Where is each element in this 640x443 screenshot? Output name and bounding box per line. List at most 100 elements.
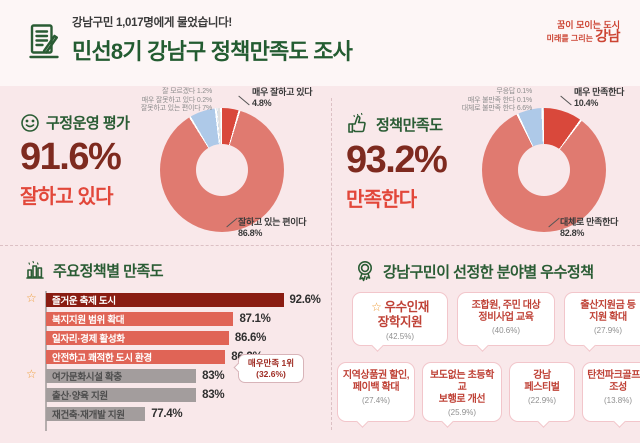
header-text: 강남구민 1,017명에게 물었습니다! 민선8기 강남구 정책만족도 조사 bbox=[72, 14, 353, 66]
policy-donut-chart bbox=[482, 108, 606, 232]
policy-bubble: 출산지원금 등 지원 확대 (27.9%) bbox=[564, 292, 640, 346]
policy-stat-block: 정책만족도 93.2% 만족한다 bbox=[346, 112, 448, 212]
bar-fill: 복지지원 범위 확대 bbox=[46, 311, 234, 326]
policy-title-row: 정책만족도 bbox=[346, 112, 446, 136]
gov-title: 구정운영 평가 bbox=[46, 115, 130, 132]
bar-fill: 재건축·재개발 지원 bbox=[46, 406, 146, 421]
star-icon bbox=[26, 292, 37, 304]
bubble-name: 강남 페스티벌 bbox=[524, 370, 560, 393]
top-satisfaction-callout: 매우만족 1위 (32.6%) bbox=[238, 354, 304, 383]
gov-donut-hole bbox=[196, 144, 248, 196]
bar-label: 즐거운 축제 도시 bbox=[52, 295, 116, 307]
gov-title-row: 구정운영 평가 bbox=[20, 112, 130, 133]
gov-top-slice-label: 매우 잘하고 있다 4.8% bbox=[252, 87, 313, 108]
gov-headline-value: 91.6% bbox=[20, 136, 122, 178]
bar-label: 출산·양육 지원 bbox=[52, 390, 108, 402]
bars-section-title: 주요정책별 만족도 bbox=[53, 262, 164, 280]
gov-minor-label: 잘못하고 있는 편이다 7% bbox=[140, 105, 212, 112]
logo-slogan-line1: 꿈이 모이는 도시 bbox=[557, 20, 620, 30]
policy-minor-label: 매우 불만족 한다 0.1% bbox=[467, 96, 532, 104]
best-section-title-row: 강남구민이 선정한 분야별 우수정책 bbox=[354, 259, 594, 283]
bar-row: 재건축·재개발 지원 77.4% bbox=[24, 404, 328, 423]
bar-row: 복지지원 범위 확대 87.1% bbox=[24, 309, 328, 328]
bar-value: 86.6% bbox=[234, 331, 267, 344]
bubble-name: 탄천파크골프장조성 bbox=[587, 370, 640, 393]
bar-row: 일자리·경제 활성화 86.6% bbox=[24, 328, 328, 347]
bubble-percent: (13.8%) bbox=[603, 396, 632, 405]
policy-bubble: 지역상품권 할인, 페이백 확대 (27.4%) bbox=[337, 362, 415, 422]
gov-bottom-slice-label: 잘하고 있는 편이다 86.8% bbox=[238, 217, 307, 238]
bubble-percent: (25.9%) bbox=[447, 408, 476, 417]
gov-stat-block: 구정운영 평가 91.6% 잘하고 있다 bbox=[20, 112, 130, 209]
bubble-percent: (27.4%) bbox=[361, 396, 390, 405]
logo-slogan-line2: 미래를 그리는 강남 bbox=[546, 28, 621, 44]
bar-row: 여가문화시설 확충 83% bbox=[24, 366, 328, 385]
bubble-row-2: 지역상품권 할인, 페이백 확대 (27.4%) 보도없는 초등학교 보행로 개선 … bbox=[337, 362, 640, 422]
policy-bottom-slice-label: 대체로 만족한다 82.8% bbox=[560, 217, 619, 238]
policy-bars-panel: 주요정책별 만족도 즐거운 축제 도시 92.6% 복지지원 범위 확대 87.… bbox=[0, 246, 332, 442]
thumbs-up-icon bbox=[348, 112, 366, 133]
bar-fill: 안전하고 쾌적한 도시 환경 bbox=[46, 349, 226, 364]
gov-evaluation-panel: 구정운영 평가 91.6% 잘하고 있다 잘 모르겠다 1.2% 매우 잘못하고… bbox=[0, 86, 332, 245]
policy-minor-label: 무응답 0.1% bbox=[496, 88, 532, 95]
bar-fill: 여가문화시설 확충 bbox=[46, 368, 197, 383]
policy-headline-value: 93.2% bbox=[346, 139, 448, 181]
bars-section-title-row: 주요정책별 만족도 bbox=[24, 259, 164, 281]
bubble-percent: (42.5%) bbox=[385, 332, 414, 341]
top-row: 구정운영 평가 91.6% 잘하고 있다 잘 모르겠다 1.2% 매우 잘못하고… bbox=[0, 86, 640, 246]
gov-donut-chart bbox=[160, 108, 284, 232]
bar-value: 92.6% bbox=[289, 293, 321, 306]
policy-minor-label: 대체로 불만족 한다 6.6% bbox=[461, 105, 533, 112]
smiley-icon bbox=[21, 113, 39, 132]
bar-chart: 즐거운 축제 도시 92.6% 복지지원 범위 확대 87.1% 일자리·경제 … bbox=[24, 290, 328, 431]
survey-subtitle: 강남구민 1,017명에게 물었습니다! bbox=[72, 17, 232, 29]
policy-satisfaction-panel: 정책만족도 93.2% 만족한다 무응답 0.1% 매우 불만족 한다 0.1%… bbox=[332, 86, 640, 245]
policy-minor-labels: 무응답 0.1% 매우 불만족 한다 0.1% 대체로 불만족 한다 6.6% bbox=[360, 88, 533, 114]
policy-bubble: 보도없는 초등학교 보행로 개선 (25.9%) bbox=[422, 362, 502, 422]
bubble-name: 출산지원금 등 지원 확대 bbox=[580, 300, 636, 323]
header: 강남구민 1,017명에게 물었습니다! 민선8기 강남구 정책만족도 조사 꿈… bbox=[0, 0, 640, 86]
gov-minor-label: 매우 잘못하고 있다 0.2% bbox=[141, 96, 213, 104]
medal-icon bbox=[358, 261, 372, 282]
gangnam-logo: 꿈이 모이는 도시 미래를 그리는 강남 bbox=[546, 20, 621, 44]
bar-row: 즐거운 축제 도시 92.6% bbox=[24, 290, 328, 309]
bar-value: 87.1% bbox=[239, 312, 271, 325]
policy-donut-hole bbox=[518, 144, 570, 196]
star-icon bbox=[26, 368, 37, 380]
bar-row: 출산·양육 지원 83% bbox=[24, 385, 328, 404]
bubble-percent: (40.6%) bbox=[491, 326, 520, 335]
leader-line bbox=[560, 95, 572, 106]
policy-bubble: 탄천파크골프장조성 (13.8%) bbox=[582, 362, 640, 422]
bubble-percent: (22.9%) bbox=[527, 396, 556, 405]
bar-label: 안전하고 쾌적한 도시 환경 bbox=[52, 352, 152, 364]
best-section-title: 강남구민이 선정한 분야별 우수정책 bbox=[383, 263, 594, 281]
bar-fill: 출산·양육 지원 bbox=[46, 387, 197, 402]
bar-chart-icon bbox=[26, 260, 44, 279]
leader-line bbox=[238, 95, 250, 106]
bar-value: 83% bbox=[202, 369, 225, 382]
page-title: 민선8기 강남구 정책만족도 조사 bbox=[72, 39, 353, 64]
logo-brand: 강남 bbox=[595, 28, 620, 44]
bubble-percent: (27.9%) bbox=[593, 326, 622, 335]
gov-minor-labels: 잘 모르겠다 1.2% 매우 잘못하고 있다 0.2% 잘못하고 있는 편이다 … bbox=[40, 88, 212, 114]
gov-minor-label: 잘 모르겠다 1.2% bbox=[162, 88, 212, 95]
bar-fill: 즐거운 축제 도시 bbox=[46, 292, 284, 307]
document-pencil-icon bbox=[29, 24, 59, 59]
bar-value: 77.4% bbox=[151, 407, 183, 420]
bar-fill: 일자리·경제 활성화 bbox=[46, 330, 229, 345]
vertical-divider bbox=[331, 98, 332, 430]
star-icon bbox=[371, 300, 381, 314]
policy-title: 정책만족도 bbox=[376, 116, 443, 134]
policy-bubble: 조합원, 주민 대상 정비사업 교육 (40.6%) bbox=[457, 292, 555, 346]
bar-label: 일자리·경제 활성화 bbox=[52, 333, 125, 345]
bar-label: 복지지원 범위 확대 bbox=[52, 314, 125, 326]
bubble-name: 보도없는 초등학교 보행로 개선 bbox=[430, 370, 494, 405]
main-content: 구정운영 평가 91.6% 잘하고 있다 잘 모르겠다 1.2% 매우 잘못하고… bbox=[0, 86, 640, 443]
bar-label: 여가문화시설 확충 bbox=[52, 371, 122, 383]
bar-label: 재건축·재개발 지원 bbox=[52, 409, 125, 421]
